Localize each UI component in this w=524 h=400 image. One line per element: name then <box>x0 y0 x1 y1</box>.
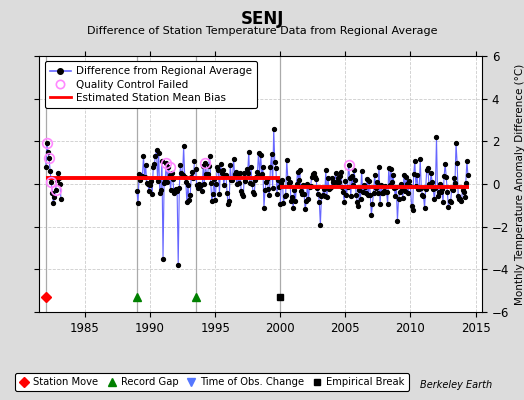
Legend: Difference from Regional Average, Quality Control Failed, Estimated Station Mean: Difference from Regional Average, Qualit… <box>45 61 257 108</box>
Text: Difference of Station Temperature Data from Regional Average: Difference of Station Temperature Data f… <box>87 26 437 36</box>
Text: Berkeley Earth: Berkeley Earth <box>420 380 493 390</box>
Legend: Station Move, Record Gap, Time of Obs. Change, Empirical Break: Station Move, Record Gap, Time of Obs. C… <box>16 373 409 391</box>
Text: SENJ: SENJ <box>241 10 283 28</box>
Y-axis label: Monthly Temperature Anomaly Difference (°C): Monthly Temperature Anomaly Difference (… <box>515 63 524 305</box>
